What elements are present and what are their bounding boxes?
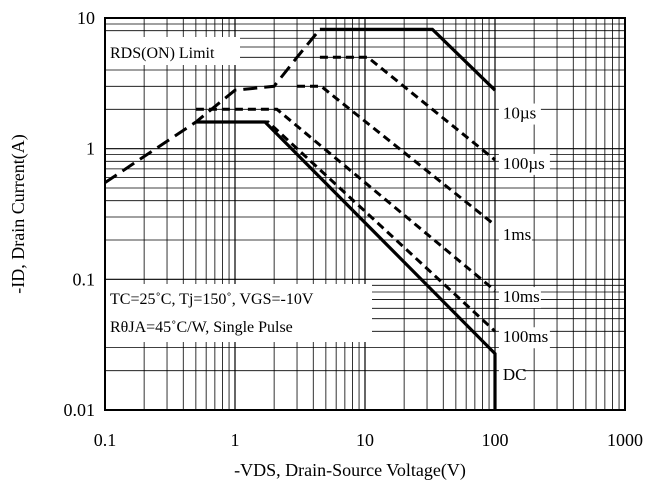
x-tick-label: 100 bbox=[482, 430, 509, 450]
conditions-annotation-line1: TC=25˚C, Tj=150˚, VGS=-10V bbox=[110, 291, 314, 308]
curve-label-box bbox=[498, 103, 541, 125]
series-line-10-s bbox=[319, 27, 497, 92]
series-line-1ms bbox=[297, 84, 496, 227]
curve-label: 100µs bbox=[503, 154, 545, 173]
y-tick-label: 10 bbox=[77, 8, 95, 28]
rds-limit-annotation: RDS(ON) Limit bbox=[110, 45, 215, 62]
curve-label: 10µs bbox=[503, 104, 536, 123]
curve-label: 100ms bbox=[503, 327, 548, 346]
x-tick-label: 0.1 bbox=[94, 430, 117, 450]
y-tick-label: 0.1 bbox=[73, 269, 96, 289]
tick-labels: 0.1 1 10 100 1000 0.01 0.1 1 10 bbox=[64, 8, 644, 450]
y-tick-label: 0.01 bbox=[64, 400, 96, 420]
curve-label-box bbox=[498, 327, 550, 349]
conditions-annotation-box bbox=[106, 284, 372, 342]
series-line-100-s bbox=[319, 55, 496, 162]
series-line-10ms bbox=[195, 107, 496, 292]
series-line-100ms bbox=[235, 120, 497, 333]
curve-label: 10ms bbox=[503, 287, 540, 306]
series-line-rds-on-limit bbox=[104, 28, 322, 184]
x-tick-label: 10 bbox=[356, 430, 374, 450]
y-axis-title: -ID, Drain Current(A) bbox=[8, 134, 29, 293]
curve-label: DC bbox=[503, 365, 527, 384]
series-line-dc bbox=[195, 120, 497, 410]
x-tick-label: 1 bbox=[231, 430, 240, 450]
x-axis-title: -VDS, Drain-Source Voltage(V) bbox=[234, 460, 466, 481]
x-tick-label: 1000 bbox=[607, 430, 643, 450]
conditions-annotation-line2: RθJA=45˚C/W, Single Pulse bbox=[110, 319, 293, 336]
curve-label-box bbox=[498, 287, 541, 309]
rds-limit-annotation-box bbox=[106, 37, 240, 65]
curve-label-box bbox=[498, 153, 550, 175]
plot-frame bbox=[104, 17, 626, 411]
y-tick-label: 1 bbox=[86, 139, 95, 159]
series-lines bbox=[104, 27, 497, 410]
curve-label-box bbox=[498, 364, 523, 386]
curve-label: 1ms bbox=[503, 225, 531, 244]
curve-label-box bbox=[498, 224, 532, 246]
curve-labels: 10µs 100µs 1ms 10ms 100ms DC bbox=[498, 103, 550, 386]
